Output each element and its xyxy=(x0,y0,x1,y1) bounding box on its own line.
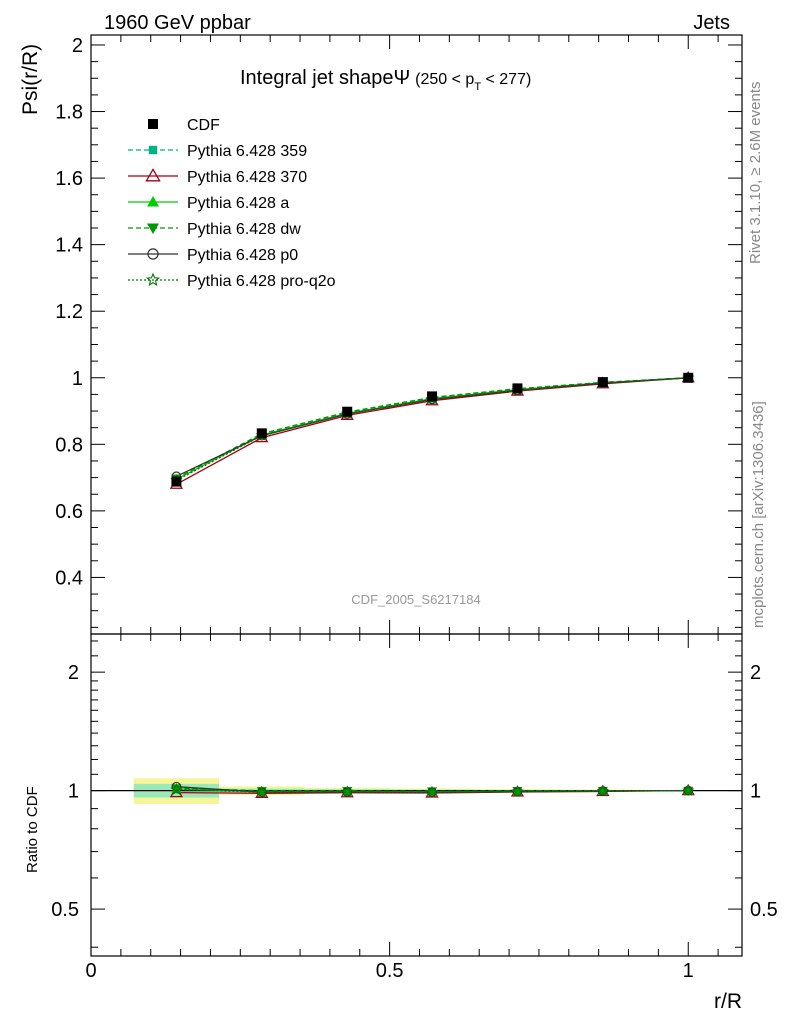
ratio-tick-label: 0.5 xyxy=(51,899,79,921)
y-tick-label: 0.6 xyxy=(55,501,83,523)
rivet-label: Rivet 3.1.10, ≥ 2.6M events xyxy=(747,82,764,265)
series-lines xyxy=(176,377,689,794)
y-tick-label: 2 xyxy=(72,35,83,57)
legend-label-3: Pythia 6.428 dw xyxy=(187,221,301,238)
reference-point xyxy=(683,372,694,383)
plot-title-range: (250 < p xyxy=(415,71,474,88)
reference-point xyxy=(512,383,523,394)
reference-point xyxy=(597,377,608,388)
legend-marker-3 xyxy=(147,223,159,234)
legend: CDF Pythia 6.428 359 Pythia 6.428 370 Pythi… xyxy=(128,117,336,290)
x-axis-title: r/R xyxy=(714,990,742,1013)
legend-marker-4 xyxy=(147,248,159,260)
y-tick-label: 1.4 xyxy=(55,235,83,257)
plot-title: Integral jet shapeΨ (250 < pT < 277) xyxy=(240,67,531,93)
x-tick-label: 0.5 xyxy=(376,960,404,982)
reference-point xyxy=(171,476,182,487)
axes: 0 0.5 1 0.4 0.6 0.8 1 1.2 1.4 1.6 1.8 2 0.5 0.5 1 1 2 2 xyxy=(51,34,778,982)
y-tick-label: 1.2 xyxy=(55,301,83,323)
ratio-axis-title: Ratio to CDF xyxy=(24,786,41,873)
ratio-tick-label: 2 xyxy=(68,662,79,684)
y-tick-label: 1.8 xyxy=(55,102,83,124)
legend-label-cdf: CDF xyxy=(187,117,220,134)
legend-marker-cdf xyxy=(148,119,158,129)
series-3-ratio-point xyxy=(342,787,353,796)
series-3-ratio-point xyxy=(512,787,523,796)
series-5-ratio-point xyxy=(425,785,439,798)
legend-label-1: Pythia 6.428 370 xyxy=(187,169,307,186)
plot-title-range-end: < 277) xyxy=(481,71,531,88)
legend-marker-5 xyxy=(145,272,161,287)
y-axis-title: Psi(r/R) xyxy=(19,44,42,115)
mcplots-label: mcplots.cern.ch [arXiv:1306.3436] xyxy=(750,401,767,628)
x-tick-label: 0 xyxy=(85,960,96,982)
plot-title-main: Integral jet shapeΨ xyxy=(240,67,410,89)
reference-point xyxy=(342,406,353,417)
process-label: Jets xyxy=(693,12,730,34)
x-tick-label: 1 xyxy=(683,960,694,982)
data-markers xyxy=(169,370,695,798)
y-tick-label: 1.6 xyxy=(55,168,83,190)
legend-marker-1 xyxy=(145,168,161,182)
plot-title-sub: T xyxy=(474,81,481,93)
legend-label-2: Pythia 6.428 a xyxy=(187,195,289,212)
series-3-ratio-point xyxy=(427,787,438,797)
legend-label-0: Pythia 6.428 359 xyxy=(187,143,307,160)
series-4-ratio-point xyxy=(171,781,182,792)
ratio-tick-label: 1 xyxy=(750,781,761,803)
legend-marker-2 xyxy=(147,196,159,207)
y-tick-label: 0.8 xyxy=(55,434,83,456)
y-tick-label: 0.4 xyxy=(55,567,83,589)
series-3-ratio-point xyxy=(256,787,267,796)
y-tick-label: 1 xyxy=(72,368,83,390)
series-5-ratio-point xyxy=(341,785,354,797)
reference-point xyxy=(427,391,438,402)
series-5-ratio-point xyxy=(596,784,609,797)
ratio-panel-frame xyxy=(90,633,743,957)
legend-label-5: Pythia 6.428 pro-q2o xyxy=(187,273,336,290)
series-5-ratio-point xyxy=(170,783,183,795)
ratio-tick-label: 0.5 xyxy=(750,899,778,921)
series-5-ratio-point xyxy=(682,784,695,796)
ratio-tick-label: 2 xyxy=(750,662,761,684)
legend-label-4: Pythia 6.428 p0 xyxy=(187,247,298,264)
analysis-watermark: CDF_2005_S6217184 xyxy=(351,592,480,607)
energy-label: 1960 GeV ppbar xyxy=(104,12,251,34)
series-3-ratio-point xyxy=(171,784,182,794)
series-5-ratio-point xyxy=(511,785,524,797)
reference-point xyxy=(256,428,267,439)
legend-marker-0 xyxy=(148,145,158,155)
ratio-tick-label: 1 xyxy=(68,781,79,803)
series-5-ratio-point xyxy=(255,785,268,798)
